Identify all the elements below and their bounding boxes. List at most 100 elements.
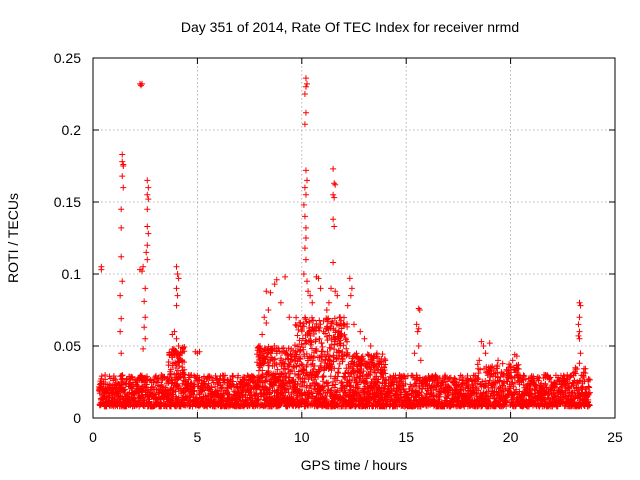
data-point	[351, 321, 357, 328]
dense-point	[338, 325, 345, 332]
data-point	[576, 335, 583, 342]
dense-point	[309, 317, 316, 324]
dense-point	[344, 323, 351, 330]
dense-point	[317, 362, 324, 369]
dense-point	[335, 365, 342, 372]
dense-point	[292, 321, 299, 328]
x-tick-label: 15	[398, 429, 414, 445]
data-point	[301, 245, 308, 252]
data-point	[331, 223, 338, 230]
data-point	[576, 314, 583, 321]
dense-point	[331, 336, 338, 343]
data-point	[577, 302, 584, 309]
data-point	[344, 302, 351, 309]
dense-point	[327, 323, 334, 330]
data-point	[301, 213, 308, 220]
dense-point	[187, 380, 194, 387]
data-point	[119, 158, 126, 165]
dense-point	[267, 350, 274, 357]
chart-title: Day 351 of 2014, Rate Of TEC Index for r…	[181, 19, 519, 35]
dense-point	[320, 317, 327, 324]
dense-point	[103, 403, 110, 410]
dense-point	[309, 390, 316, 397]
y-tick-label: 0.05	[54, 338, 81, 354]
dense-point	[263, 353, 270, 360]
dense-point	[221, 394, 228, 401]
data-point	[302, 235, 309, 241]
dense-point	[128, 383, 135, 390]
dense-point	[321, 359, 328, 366]
dense-point	[250, 373, 257, 380]
data-point	[330, 259, 337, 266]
data-point	[300, 271, 307, 277]
data-point	[575, 321, 582, 328]
dense-point	[303, 318, 310, 325]
dense-point	[318, 340, 325, 347]
data-point	[141, 324, 148, 331]
data-point	[332, 181, 339, 188]
dense-point	[325, 315, 332, 322]
data-point	[317, 285, 324, 292]
data-point	[119, 151, 126, 158]
data-point	[304, 80, 311, 87]
dense-point	[312, 327, 319, 334]
dense-point	[331, 315, 338, 322]
dense-point	[287, 356, 294, 363]
data-point	[415, 305, 422, 312]
dense-point	[335, 349, 342, 356]
dense-point	[338, 317, 345, 324]
dense-point	[319, 348, 326, 355]
dense-point	[158, 381, 165, 388]
dense-point	[306, 319, 313, 326]
data-point	[119, 173, 126, 180]
dense-point	[153, 378, 160, 385]
data-point	[302, 167, 309, 174]
data-point	[411, 350, 418, 357]
dense-point	[298, 328, 305, 335]
data-point	[277, 299, 284, 306]
data-point	[173, 335, 180, 342]
data-point	[286, 314, 293, 321]
dense-point	[128, 373, 135, 380]
dense-point	[210, 379, 217, 386]
data-point	[119, 278, 126, 285]
data-point	[417, 357, 424, 364]
dense-point	[293, 314, 300, 321]
data-point	[476, 357, 483, 364]
data-point	[142, 314, 149, 321]
dense-point	[294, 332, 301, 339]
dense-point	[278, 357, 285, 364]
dense-point	[280, 365, 287, 372]
dense-point	[286, 374, 293, 381]
dense-point	[305, 376, 312, 383]
data-point	[140, 345, 147, 352]
dense-point	[334, 377, 341, 384]
dense-point	[275, 377, 282, 384]
dense-point	[262, 377, 269, 384]
data-point	[174, 271, 181, 277]
dense-point	[301, 323, 308, 330]
data-point	[265, 307, 272, 313]
dense-point	[313, 345, 320, 352]
dense-point	[324, 337, 331, 344]
data-point	[301, 184, 308, 191]
dense-point	[205, 380, 212, 387]
x-tick-label: 0	[89, 429, 97, 445]
dense-point	[342, 335, 349, 342]
data-point	[330, 191, 337, 198]
dense-point	[316, 335, 323, 342]
data-point	[117, 292, 124, 299]
dense-point	[141, 397, 148, 404]
data-point	[301, 91, 308, 97]
dense-point	[294, 380, 301, 387]
data-point	[304, 177, 311, 184]
data-point	[325, 299, 332, 306]
data-point	[348, 285, 355, 292]
data-points	[96, 75, 593, 410]
y-axis-label: ROTI / TECUs	[5, 193, 21, 283]
dense-point	[280, 360, 287, 367]
data-point	[175, 275, 182, 282]
dense-point	[320, 372, 327, 379]
data-point	[576, 299, 583, 306]
